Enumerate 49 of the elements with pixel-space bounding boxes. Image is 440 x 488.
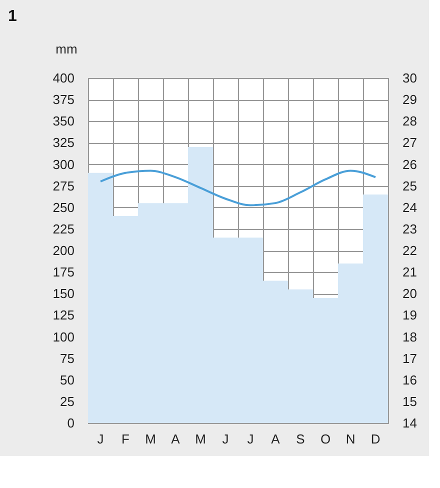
x-tick-label: N xyxy=(346,432,356,446)
x-tick-label: J xyxy=(222,432,229,446)
y-tick-label: 275 xyxy=(52,178,74,194)
y2-tick-label: 18 xyxy=(402,329,417,344)
x-tick-label: D xyxy=(370,432,380,446)
y2-tick-label: 19 xyxy=(402,308,417,323)
y2-tick-label: 29 xyxy=(402,92,417,108)
y-axis-title: mm xyxy=(56,42,78,56)
y-tick-label: 100 xyxy=(52,329,74,344)
y-tick-label: 400 xyxy=(52,70,74,86)
y2-tick-label: 28 xyxy=(402,114,417,129)
y-tick-label: 375 xyxy=(52,92,74,108)
y2-tick-label: 25 xyxy=(402,178,417,194)
y2-tick-label: 15 xyxy=(402,394,417,409)
y2-tick-label: 14 xyxy=(402,416,417,430)
y-tick-label: 250 xyxy=(52,200,74,215)
x-tick-label: M xyxy=(145,432,156,446)
y-tick-label: 225 xyxy=(52,221,74,236)
y2-tick-label: 26 xyxy=(402,156,417,172)
y2-tick-label: 23 xyxy=(402,221,417,236)
y2-tick-label: 24 xyxy=(402,200,417,215)
y-tick-label: 0 xyxy=(67,416,74,430)
y2-tick-label: 30 xyxy=(402,70,417,86)
text: 1 xyxy=(8,8,17,25)
y2-tick-label: 21 xyxy=(402,264,417,280)
y2-tick-label: 16 xyxy=(402,372,417,388)
x-tick-label: O xyxy=(320,432,331,446)
y2-tick-label: 22 xyxy=(402,243,417,258)
y-tick-label: 50 xyxy=(60,372,74,388)
y-tick-label: 150 xyxy=(52,286,74,302)
y-tick-label: 75 xyxy=(60,350,74,366)
x-tick-label: J xyxy=(247,432,254,446)
x-tick-label: A xyxy=(171,432,180,446)
y-tick-label: 325 xyxy=(52,135,74,150)
y-tick-label: 300 xyxy=(52,156,74,172)
y2-tick-label: 20 xyxy=(402,286,417,302)
y2-tick-label: 27 xyxy=(402,135,417,150)
x-tick-label: J xyxy=(97,432,104,446)
y-tick-label: 25 xyxy=(60,394,74,409)
y-tick-label: 125 xyxy=(52,308,74,323)
y-tick-label: 175 xyxy=(52,264,74,280)
y-tick-label: 200 xyxy=(52,243,74,258)
x-tick-label: F xyxy=(122,432,130,446)
y2-tick-label: 17 xyxy=(402,350,417,366)
x-tick-label: S xyxy=(296,432,306,446)
x-tick-label: A xyxy=(271,432,280,446)
x-tick-label: M xyxy=(195,432,206,446)
y-tick-label: 350 xyxy=(52,114,74,129)
line-series xyxy=(100,170,376,206)
